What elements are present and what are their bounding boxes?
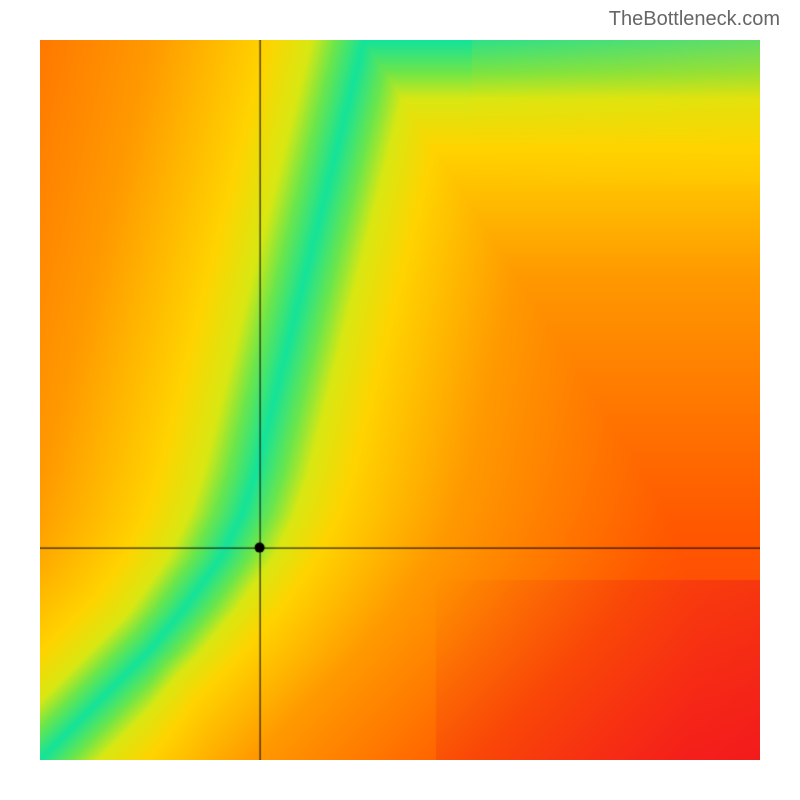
- heatmap-container: [40, 40, 760, 760]
- watermark-text: TheBottleneck.com: [609, 8, 780, 31]
- heatmap-canvas: [40, 40, 760, 760]
